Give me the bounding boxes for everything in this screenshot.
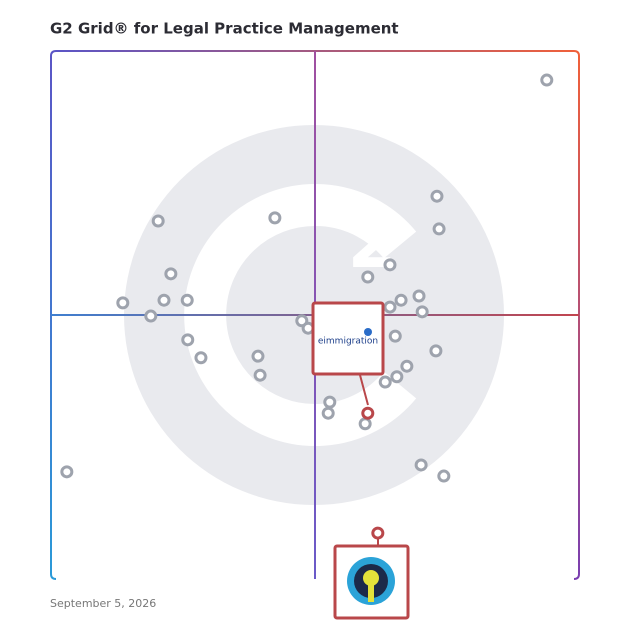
data-point (415, 305, 429, 319)
data-point (371, 526, 385, 540)
data-point (253, 368, 267, 382)
data-point (383, 258, 397, 272)
date: September 5, 2026 (50, 597, 156, 610)
data-point (164, 267, 178, 281)
data-point (251, 349, 265, 363)
product-label: eimmigration (318, 337, 378, 347)
data-point (361, 406, 375, 420)
data-point (437, 469, 451, 483)
data-point (361, 270, 375, 284)
data-point (323, 395, 337, 409)
callout-product (333, 538, 410, 620)
data-point (268, 211, 282, 225)
data-point (540, 73, 554, 87)
data-point (388, 329, 402, 343)
data-point (321, 406, 335, 420)
chart-title: G2 Grid® for Legal Practice Management (50, 20, 399, 38)
data-point (358, 417, 372, 431)
data-point (116, 296, 130, 310)
data-point (394, 293, 408, 307)
data-point (400, 359, 414, 373)
callout-eimmigration: eimmigration (311, 301, 385, 406)
data-point (412, 289, 426, 303)
data-point (60, 465, 74, 479)
svg-text:2: 2 (348, 202, 397, 284)
data-point (157, 293, 171, 307)
data-point (151, 214, 165, 228)
data-point (430, 189, 444, 203)
data-point (194, 351, 208, 365)
data-point (180, 293, 194, 307)
data-point (432, 222, 446, 236)
data-point (378, 375, 392, 389)
data-point (414, 458, 428, 472)
data-point (181, 333, 195, 347)
data-point (390, 370, 404, 384)
data-point (429, 344, 443, 358)
data-point (383, 300, 397, 314)
data-point (144, 309, 158, 323)
